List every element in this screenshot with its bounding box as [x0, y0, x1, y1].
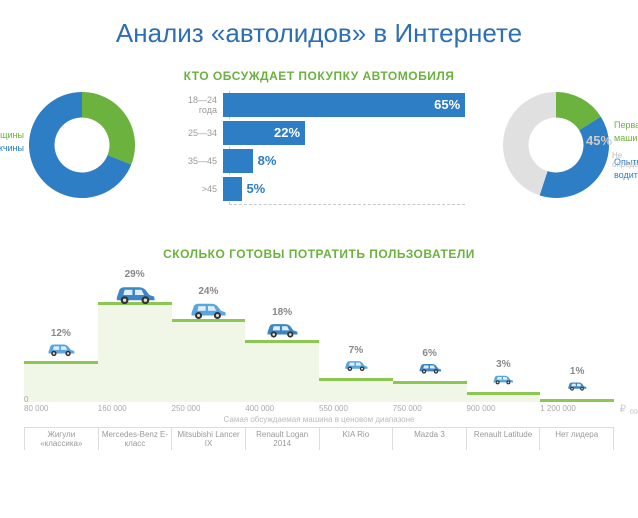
spend-pct: 7% — [349, 345, 363, 356]
main-title: Анализ «автолидов» в Интернете — [0, 0, 638, 49]
age-bar — [223, 149, 253, 173]
car-icon — [265, 320, 300, 339]
spend-bar: 18% — [245, 340, 319, 402]
car-icon — [343, 358, 369, 372]
spend-brand: Mazda 3 — [392, 427, 466, 450]
spend-brand: Жигули «классика» — [24, 427, 98, 450]
spending-chart: 12% 29% 24% 18% 7% 6% 3% 1% — [24, 267, 614, 459]
spend-col: 29% — [98, 302, 172, 402]
spend-pct: 24% — [198, 286, 218, 297]
spend-brand: Mitsubishi Lancer IX — [171, 427, 245, 450]
age-bar-value: 8% — [258, 153, 277, 168]
spend-col: 7% — [319, 378, 393, 402]
age-bar-value: 22% — [274, 125, 300, 140]
gender-donut: Женщины Мужчины 31% 69% — [28, 91, 136, 204]
spend-tick: 1 200 000 — [540, 404, 614, 413]
exp-pct-experienced: 39% — [536, 143, 562, 158]
spend-zero: 0 — [24, 395, 28, 404]
spend-pct: 12% — [51, 328, 71, 339]
spend-tick: 900 000 — [467, 404, 541, 413]
spend-bar: 1% — [540, 399, 614, 402]
spend-tick: 250 000 — [172, 404, 246, 413]
spend-col: 12% — [24, 361, 98, 402]
age-bar — [223, 177, 242, 201]
spend-brand: Нет лидера — [539, 427, 614, 450]
section2-title: СКОЛЬКО ГОТОВЫ ПОТРАТИТЬ ПОЛЬЗОВАТЕЛИ — [0, 247, 638, 261]
spend-caption: Самая обсуждаемая машина в ценовом диапа… — [24, 415, 614, 424]
spend-col: 1% — [540, 399, 614, 402]
age-bar-value: 65% — [434, 97, 460, 112]
spend-pct: 6% — [422, 348, 436, 359]
car-icon — [567, 380, 588, 391]
exp-pct-first: 16% — [536, 121, 562, 136]
spend-bar: 29% — [98, 302, 172, 402]
age-bar-value: 5% — [246, 181, 265, 196]
spend-tick: 400 000 — [245, 404, 319, 413]
spend-bar: 3% — [467, 392, 541, 402]
spend-brand: KIA Rio — [319, 427, 393, 450]
age-row: >45 5% — [175, 175, 465, 203]
experience-donut: Первая машина Опытный водитель 16% 39% 4… — [502, 91, 610, 204]
age-x-axis — [229, 204, 465, 205]
car-icon — [492, 373, 515, 385]
spend-tick: 80 000 — [24, 404, 98, 413]
spend-tick: 160 000 — [98, 404, 172, 413]
spend-col: 24% — [172, 319, 246, 402]
age-row-label: >45 — [175, 184, 223, 194]
car-icon — [417, 361, 442, 374]
gender-label-men: Мужчины — [0, 142, 24, 155]
spend-brand: Renault Logan 2014 — [245, 427, 319, 450]
age-chart: 18—24 года 65% 25—34 22% 35—45 8% >45 5% — [175, 91, 465, 203]
spend-bar: 7% — [319, 378, 393, 402]
age-row: 25—34 22% — [175, 119, 465, 147]
age-row-label: 18—24 года — [175, 95, 223, 115]
age-row: 35—45 8% — [175, 147, 465, 175]
car-icon — [188, 299, 228, 320]
spend-bar: 24% — [172, 319, 246, 402]
spend-col: 18% — [245, 340, 319, 402]
gender-label-women: Женщины — [0, 129, 24, 142]
exp-label-first: Первая машина — [614, 119, 638, 144]
gender-labels: Женщины Мужчины — [0, 129, 24, 154]
spend-tick: 550 000 — [319, 404, 393, 413]
age-bar — [223, 93, 465, 117]
top-section: Женщины Мужчины 31% 69% 18—24 года 65% 25—… — [0, 91, 638, 231]
spend-pct: 1% — [570, 366, 584, 377]
gender-pct-women: 31% — [76, 121, 102, 136]
spend-pct: 3% — [496, 359, 510, 370]
exp-pct-undefined: 45% — [586, 133, 612, 148]
spend-currency: ₽ — [620, 404, 626, 415]
spend-brand: Renault Latitude — [466, 427, 540, 450]
age-row: 18—24 года 65% — [175, 91, 465, 119]
age-row-label: 35—45 — [175, 156, 223, 166]
gender-pct-men: 69% — [76, 143, 102, 158]
spend-col: 3% — [467, 392, 541, 402]
car-icon — [113, 282, 157, 305]
car-icon — [46, 341, 76, 357]
spend-brand: Mercedes-Benz E-класс — [98, 427, 172, 450]
spend-pct: 29% — [125, 269, 145, 280]
exp-label-undefined: Не определено — [612, 151, 638, 169]
spend-bar: 12% — [24, 361, 98, 402]
spend-infinity-icon: ∞ — [629, 404, 638, 418]
age-row-label: 25—34 — [175, 128, 223, 138]
spend-bar: 6% — [393, 381, 467, 402]
section1-title: КТО ОБСУЖДАЕТ ПОКУПКУ АВТОМОБИЛЯ — [0, 69, 638, 83]
spend-col: 6% — [393, 381, 467, 402]
spend-pct: 18% — [272, 307, 292, 318]
spend-tick: 750 000 — [393, 404, 467, 413]
